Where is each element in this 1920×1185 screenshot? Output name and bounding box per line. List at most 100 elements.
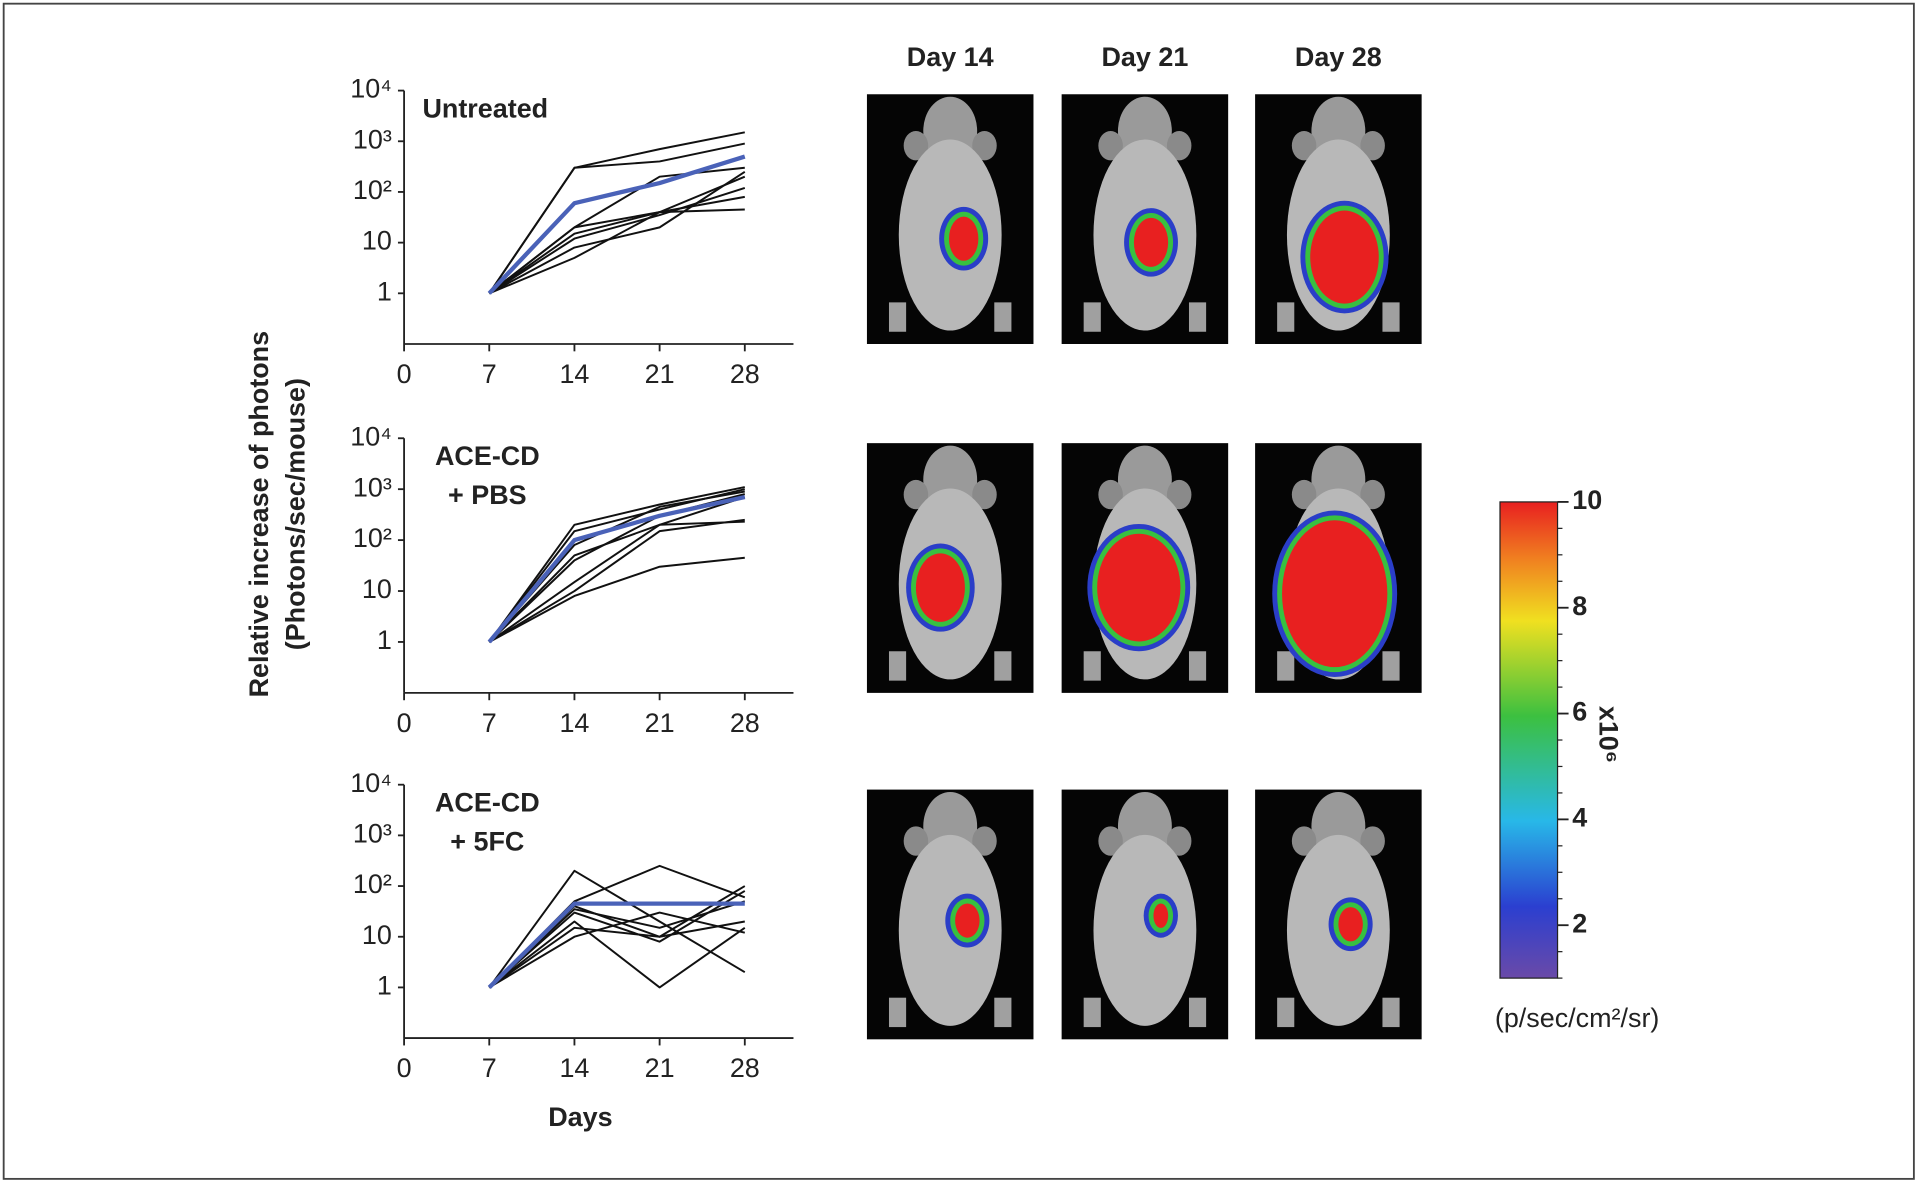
- signal-core: [955, 903, 980, 938]
- mouse-image: [1061, 443, 1229, 693]
- mouse-ear: [1166, 826, 1192, 856]
- mouse-ear: [972, 826, 997, 856]
- y-tick-label: 10²: [353, 523, 392, 553]
- colorbar-tick-label: 6: [1572, 697, 1587, 727]
- series-line: [488, 890, 746, 989]
- x-tick-label: 14: [559, 359, 589, 389]
- y-axis-label: Relative increase of photons (Photons/sec…: [244, 331, 311, 697]
- mouse-ear: [903, 479, 929, 510]
- y-tick-label: 10⁴: [350, 421, 392, 451]
- mouse-leg: [1188, 651, 1207, 681]
- y-tick-label: 1: [377, 625, 392, 655]
- x-tick-label: 14: [559, 708, 589, 738]
- mouse-ear: [903, 826, 929, 856]
- mouse-image: [1255, 94, 1422, 344]
- series-line: [488, 195, 745, 295]
- series-line: [487, 154, 746, 295]
- mouse-leg: [1382, 302, 1400, 332]
- signal-core: [1153, 903, 1169, 928]
- series-line: [488, 920, 746, 989]
- y-tick-label: 10³: [353, 818, 392, 848]
- x-tick-label: 0: [397, 1053, 412, 1083]
- series-line: [488, 486, 745, 643]
- mouse-leg: [1188, 997, 1207, 1028]
- mouse-ear: [1291, 130, 1317, 161]
- series-line: [488, 911, 746, 989]
- y-tick-label: 10⁴: [350, 768, 392, 798]
- x-tick-label: 0: [397, 708, 412, 738]
- y-axis-label-line: Relative increase of photons: [244, 331, 274, 697]
- panel-title: + PBS: [448, 480, 527, 510]
- panel-title: Untreated: [422, 93, 548, 123]
- x-tick-label: 28: [730, 708, 760, 738]
- mouse-image: [1255, 789, 1422, 1040]
- mouse-ear: [972, 479, 997, 510]
- panel-title: ACE-CD: [435, 787, 540, 817]
- series-line: [488, 208, 745, 295]
- y-tick-label: 10: [362, 574, 392, 604]
- x-axis-label: Days: [548, 1102, 612, 1132]
- panel-title: + 5FC: [450, 827, 524, 857]
- mouse-leg: [1083, 997, 1101, 1028]
- signal-core: [915, 553, 965, 622]
- mouse-leg: [888, 302, 907, 332]
- mouse-ear: [1291, 479, 1317, 510]
- series-line: [488, 166, 745, 295]
- mouse-leg: [1083, 302, 1101, 332]
- signal-core: [1133, 217, 1169, 267]
- colorbar-tick-label: 4: [1572, 802, 1587, 832]
- column-header: Day 21: [1101, 42, 1188, 72]
- series-line: [488, 920, 745, 989]
- mouse-leg: [994, 651, 1012, 681]
- mouse-ear: [1166, 479, 1192, 510]
- column-header: Day 28: [1295, 42, 1382, 72]
- mouse-ear: [1166, 130, 1192, 161]
- mouse-ear: [1098, 479, 1123, 510]
- colorbar-tick-label: 10: [1572, 485, 1602, 515]
- y-axis-label-line: (Photons/sec/mouse): [281, 378, 311, 650]
- mouse-ear: [1098, 826, 1123, 856]
- y-tick-label: 10²: [353, 175, 392, 205]
- series-line: [488, 556, 745, 643]
- mouse-leg: [1277, 997, 1295, 1028]
- mouse-leg: [888, 651, 907, 681]
- series-line: [488, 496, 746, 643]
- series-line: [487, 901, 745, 989]
- mouse-ear: [1360, 130, 1385, 161]
- mouse-ear: [1291, 826, 1317, 856]
- mouse-leg: [1277, 651, 1295, 681]
- y-tick-label: 1: [377, 971, 392, 1001]
- x-tick-label: 21: [645, 359, 675, 389]
- signal-core: [1097, 533, 1181, 642]
- mouse-leg: [1382, 997, 1400, 1028]
- signal-core: [1338, 907, 1363, 942]
- mouse-image: [1061, 789, 1229, 1040]
- colorbar-unit: (p/sec/cm²/sr): [1495, 1003, 1660, 1033]
- mouse-leg: [994, 302, 1012, 332]
- series-line: [488, 518, 745, 643]
- series-line: [488, 187, 746, 295]
- mouse-image: [866, 789, 1034, 1040]
- x-tick-label: 7: [482, 359, 497, 389]
- mouse-leg: [1188, 302, 1207, 332]
- x-tick-label: 0: [397, 359, 412, 389]
- colorbar-tick-label: 8: [1572, 591, 1587, 621]
- mouse-ear: [1098, 130, 1123, 161]
- mouse-leg: [1083, 651, 1101, 681]
- series-line: [488, 175, 746, 295]
- x-tick-label: 28: [730, 359, 760, 389]
- mouse-leg: [994, 997, 1012, 1028]
- x-tick-label: 21: [645, 708, 675, 738]
- mouse-image: [1061, 94, 1229, 344]
- series-line: [488, 869, 746, 988]
- series-line: [487, 494, 746, 644]
- x-tick-label: 21: [645, 1053, 675, 1083]
- series-line: [488, 900, 746, 989]
- series-line: [488, 520, 745, 643]
- column-header: Day 14: [907, 42, 994, 72]
- y-tick-label: 10³: [353, 124, 392, 154]
- mouse-body: [1093, 834, 1197, 1026]
- mouse-image: [866, 94, 1034, 344]
